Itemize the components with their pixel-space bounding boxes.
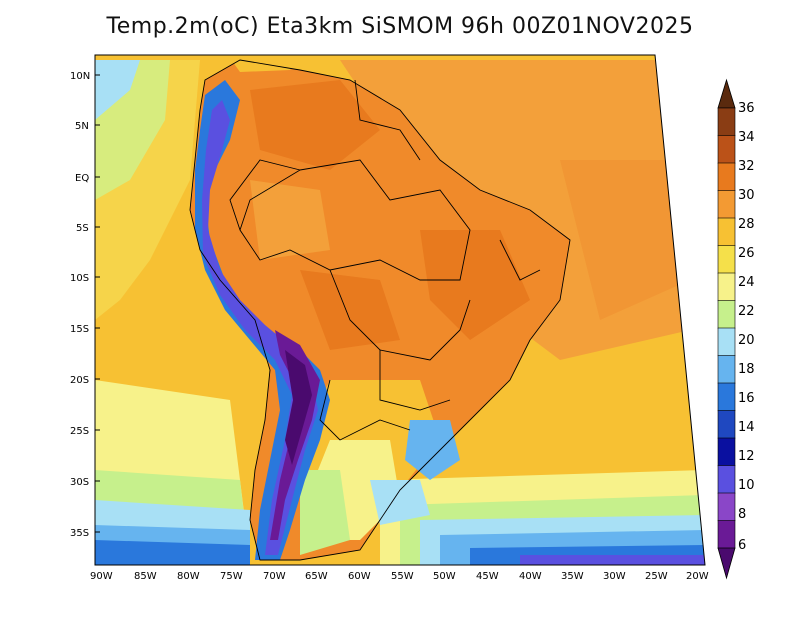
colorbar-segment (717, 135, 736, 164)
colorbar-segment (717, 355, 736, 384)
colorbar-label: 22 (738, 304, 755, 319)
colorbar-label: 16 (738, 391, 755, 406)
colorbar-segment (717, 520, 736, 549)
lon-label: 55W (391, 571, 414, 582)
map-frame (94, 54, 706, 566)
lon-label: 25W (645, 571, 668, 582)
lon-label: 20W (686, 571, 709, 582)
colorbar-segment (717, 437, 736, 467)
lat-label: 25S (70, 426, 89, 437)
lon-label: 75W (220, 571, 243, 582)
lon-label: 40W (519, 571, 542, 582)
lon-label: 50W (433, 571, 456, 582)
colorbar-segment (717, 245, 736, 274)
lon-axis: 90W 85W 80W 75W 70W 65W 60W 55W 50W 45W … (90, 571, 709, 582)
lat-label: 30S (70, 477, 89, 488)
colorbar-label: 6 (738, 538, 746, 553)
temperature-field (95, 55, 705, 565)
colorbar-label: 12 (738, 449, 755, 464)
colorbar-label: 14 (738, 420, 755, 435)
colorbar-segment (717, 300, 736, 329)
colorbar-segment (717, 382, 736, 412)
lat-label: 35S (70, 528, 89, 539)
lat-label: 10N (70, 71, 90, 82)
colorbar-label: 30 (738, 188, 755, 203)
colorbar-label: 34 (738, 130, 755, 145)
colorbar-segment (717, 327, 736, 357)
lat-label: 15S (70, 324, 89, 335)
colorbar-segment (717, 465, 736, 494)
lat-label: EQ (75, 173, 89, 184)
lon-label: 70W (263, 571, 286, 582)
lon-label: 80W (177, 571, 200, 582)
lat-axis: 10N 5N EQ 5S 10S 15S 20S 25S 30S 35S (70, 71, 100, 539)
colorbar-max-arrow (717, 78, 736, 109)
colorbar (717, 78, 736, 580)
map-title: Temp.2m(oC) Eta3km SiSMOM 96h 00Z01NOV20… (106, 14, 694, 39)
colorbar-label: 8 (738, 507, 746, 522)
colorbar-label: 26 (738, 246, 755, 261)
colorbar-label: 32 (738, 159, 755, 174)
colorbar-label: 36 (738, 101, 755, 116)
colorbar-segment (717, 190, 736, 219)
lat-label: 5N (75, 121, 89, 132)
colorbar-label: 20 (738, 333, 755, 348)
colorbar-segment (717, 162, 736, 192)
colorbar-labels: 36 34 32 30 28 26 24 22 20 18 16 14 12 1… (738, 101, 755, 553)
colorbar-segment (717, 492, 736, 522)
coastlines (189, 59, 571, 561)
lon-label: 65W (305, 571, 328, 582)
lat-label: 20S (70, 375, 89, 386)
colorbar-segment (717, 217, 736, 247)
colorbar-segment (717, 107, 736, 137)
lon-label: 35W (561, 571, 584, 582)
colorbar-segment (717, 410, 736, 439)
colorbar-label: 10 (738, 478, 755, 493)
colorbar-label: 28 (738, 217, 755, 232)
lon-label: 90W (90, 571, 113, 582)
lat-label: 5S (76, 223, 89, 234)
lat-label: 10S (70, 273, 89, 284)
lon-label: 45W (476, 571, 499, 582)
lon-label: 30W (603, 571, 626, 582)
colorbar-min-arrow (717, 547, 736, 580)
colorbar-label: 18 (738, 362, 755, 377)
lon-label: 85W (134, 571, 157, 582)
colorbar-segment (717, 272, 736, 302)
lon-label: 60W (348, 571, 371, 582)
colorbar-label: 24 (738, 275, 755, 290)
